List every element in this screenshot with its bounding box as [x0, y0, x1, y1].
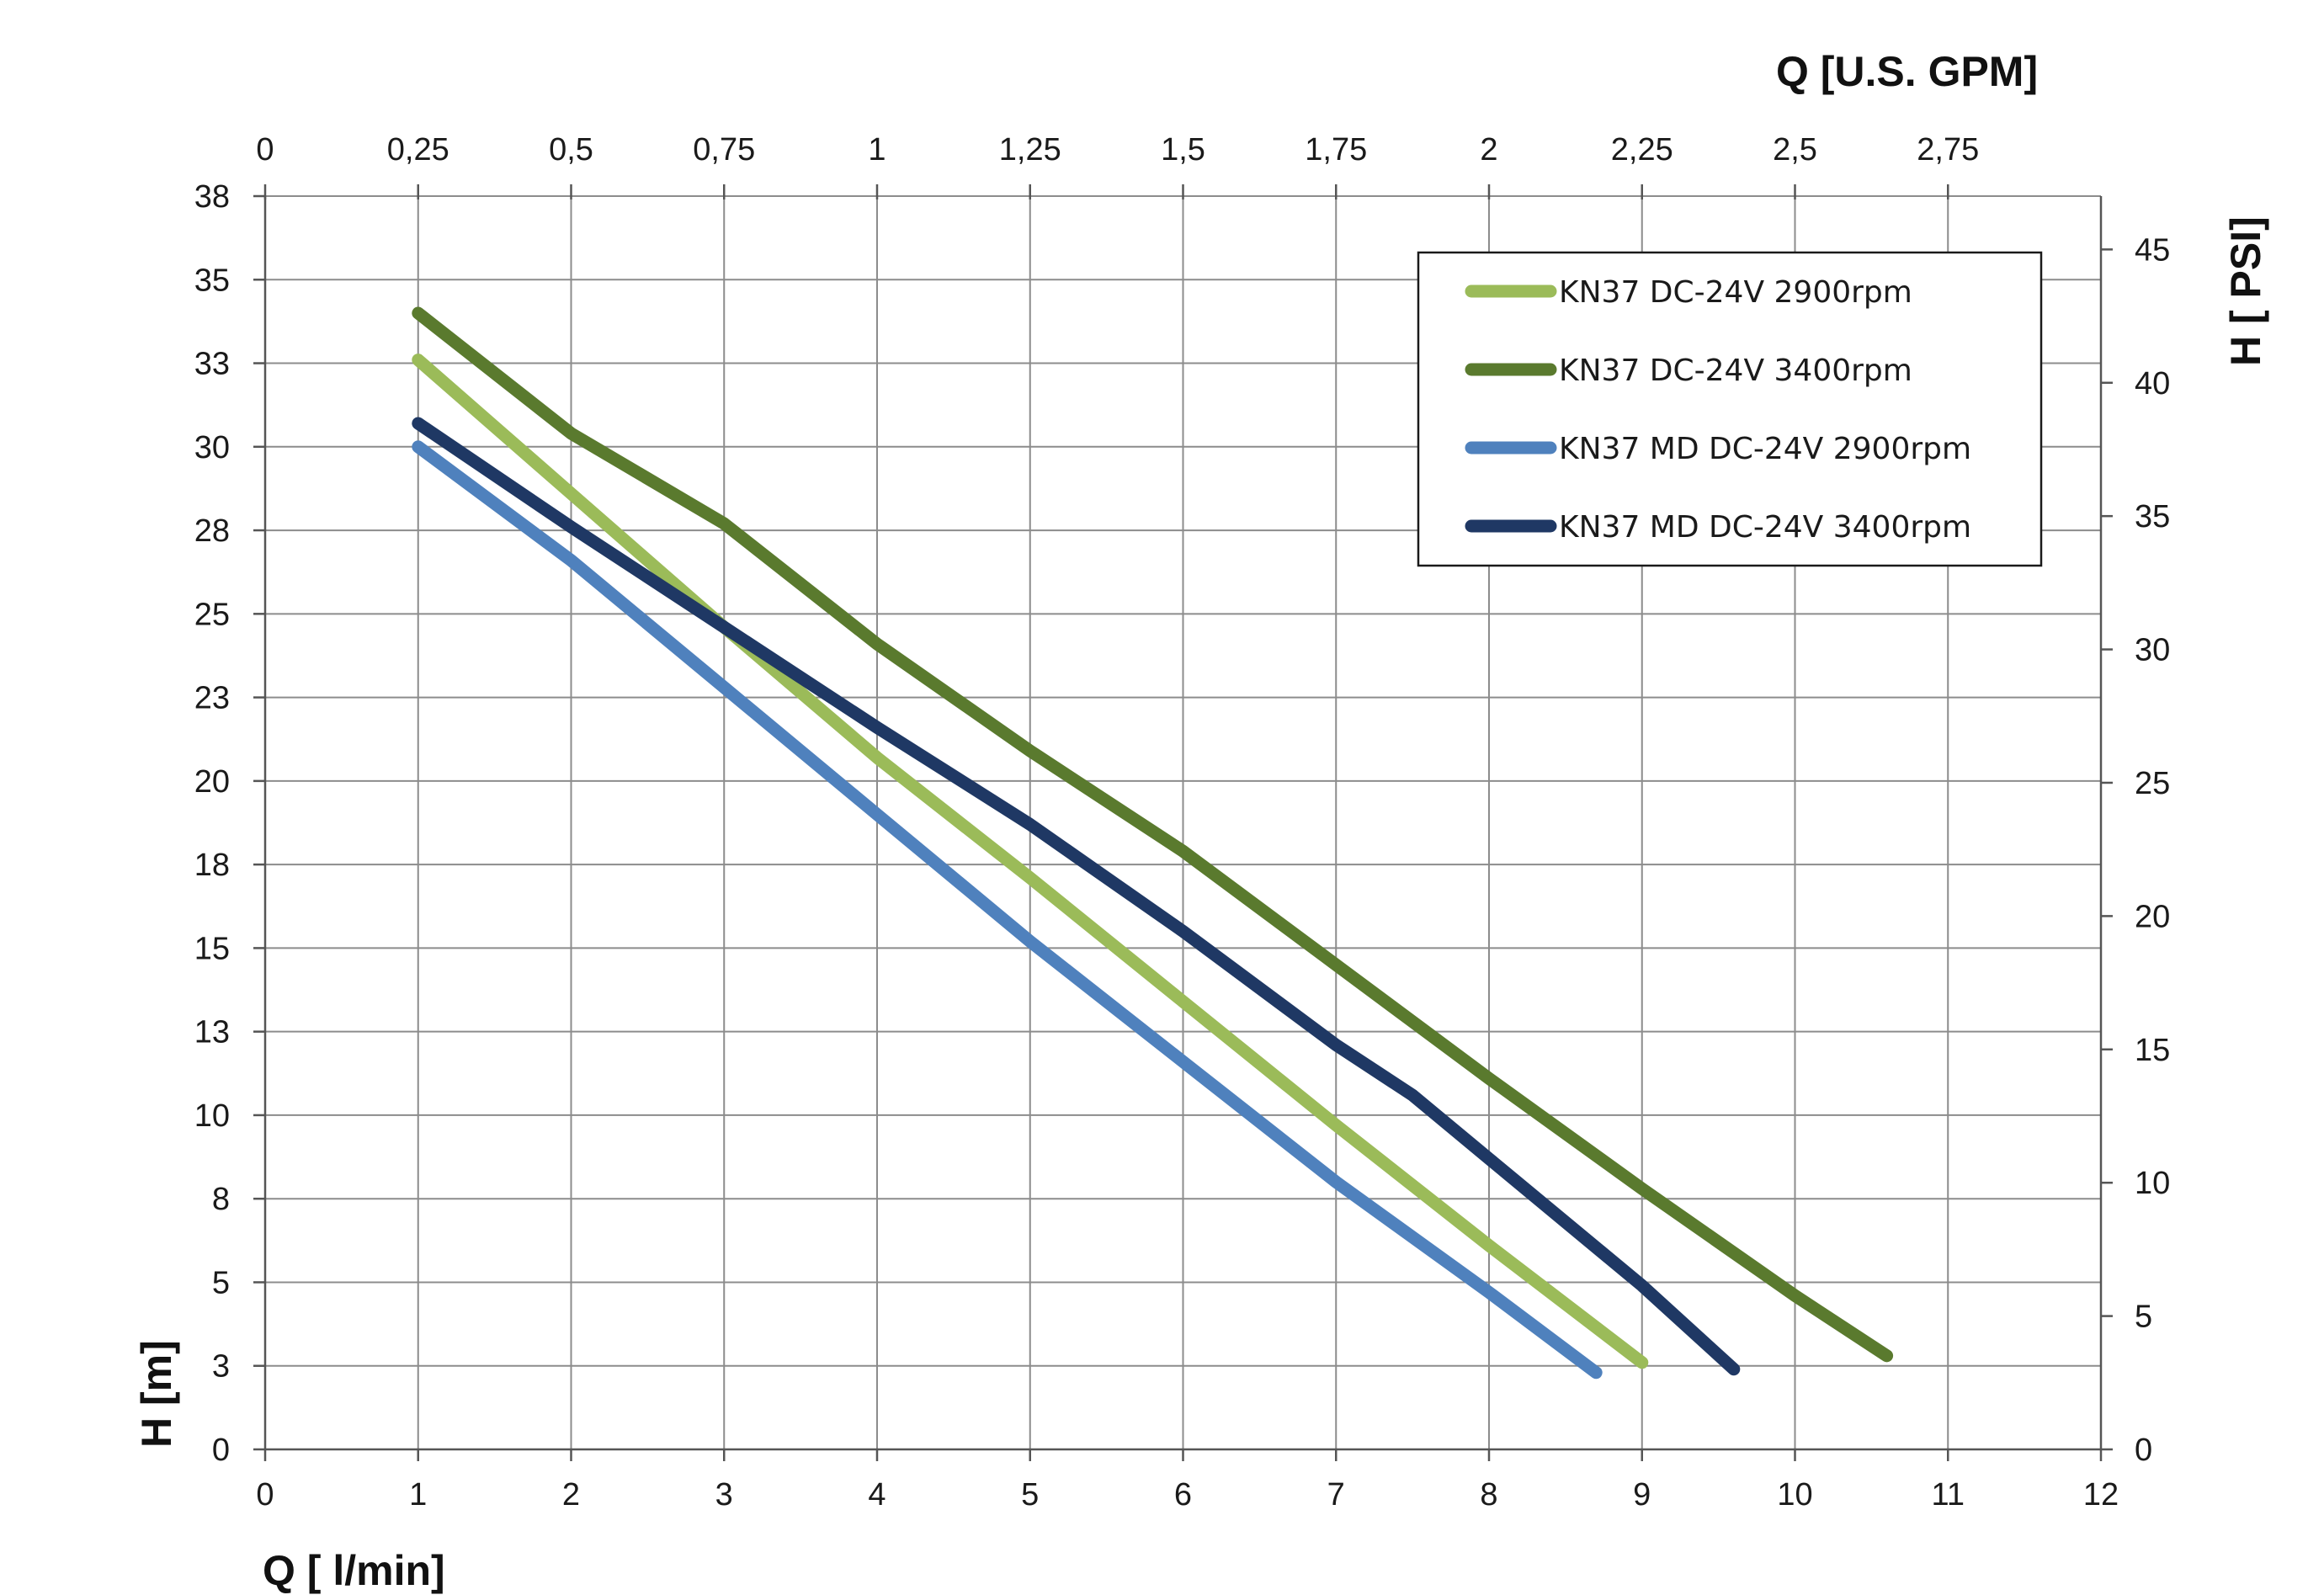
y-tick-label: 8: [212, 1182, 230, 1217]
y-tick-label: 0: [212, 1433, 230, 1468]
y-tick-label: 23: [194, 681, 230, 716]
y-tick-label: 28: [194, 513, 230, 549]
y2-tick-label: 10: [2135, 1166, 2170, 1201]
x2-tick-label: 2,75: [1917, 132, 1979, 167]
x-tick-label: 3: [715, 1477, 733, 1513]
y2-tick-label: 25: [2135, 766, 2170, 801]
x-tick-label: 6: [1174, 1477, 1192, 1513]
y2-tick-label: 5: [2135, 1300, 2152, 1335]
y-tick-label: 3: [212, 1349, 230, 1385]
y2-tick-label: 15: [2135, 1033, 2170, 1068]
y-tick-label: 20: [194, 764, 230, 800]
y2-axis-title: H [ PSI]: [2222, 216, 2269, 366]
y2-tick-label: 40: [2135, 366, 2170, 401]
y-axis-title: H [m]: [133, 1340, 180, 1448]
y-tick-label: 15: [194, 931, 230, 966]
series-line: [412, 440, 1603, 1380]
y-tick-label: 38: [194, 179, 230, 215]
x-tick-label: 0: [256, 1477, 274, 1513]
x2-tick-label: 1,25: [999, 132, 1061, 167]
x-axis-title: Q [ l/min]: [263, 1547, 445, 1594]
x2-tick-label: 1,75: [1305, 132, 1367, 167]
x2-tick-label: 2: [1480, 132, 1497, 167]
series-line: [412, 354, 1649, 1369]
x-tick-label: 12: [2083, 1477, 2119, 1513]
y2-tick-label: 30: [2135, 633, 2170, 668]
x-tick-label: 11: [1932, 1477, 1965, 1513]
x2-tick-label: 0,75: [693, 132, 755, 167]
y-tick-label: 18: [194, 848, 230, 883]
legend-entry-label: KN37 MD DC-24V 2900rpm: [1559, 432, 1971, 466]
tick-labels: 0 1 2 3 4 5 6 7 8 9 10 11 12035810131518202325283033…: [194, 132, 2171, 1513]
series-lines: [412, 306, 1894, 1380]
legend-entry-label: KN37 DC-24V 3400rpm: [1559, 354, 1912, 388]
y-tick-label: 5: [212, 1265, 230, 1300]
y-tick-label: 10: [194, 1098, 230, 1134]
y2-tick-label: 35: [2135, 499, 2170, 534]
legend: KN37 DC-24V 2900rpm KN37 DC-24V 3400rpm KN…: [1417, 251, 2043, 567]
x-tick-label: 1: [409, 1477, 427, 1513]
y-tick-label: 25: [194, 597, 230, 632]
x2-tick-label: 0,5: [549, 132, 593, 167]
x2-axis-title: Q [U.S. GPM]: [1776, 48, 2038, 95]
x-tick-label: 8: [1480, 1477, 1497, 1513]
y-tick-label: 13: [194, 1015, 230, 1050]
y-tick-label: 33: [194, 347, 230, 382]
x-tick-label: 10: [1777, 1477, 1812, 1513]
x2-tick-label: 0: [256, 132, 274, 167]
y2-tick-label: 20: [2135, 899, 2170, 934]
y2-tick-label: 45: [2135, 232, 2170, 268]
x2-tick-label: 0,25: [387, 132, 449, 167]
x2-tick-label: 1,5: [1161, 132, 1205, 167]
legend-entry-label: KN37 MD DC-24V 3400rpm: [1559, 510, 1971, 545]
x-tick-label: 4: [868, 1477, 885, 1513]
x-tick-label: 7: [1327, 1477, 1345, 1513]
x-tick-label: 9: [1633, 1477, 1651, 1513]
x2-tick-label: 2,25: [1611, 132, 1673, 167]
x-tick-label: 5: [1021, 1477, 1039, 1513]
y2-tick-label: 0: [2135, 1433, 2152, 1468]
legend-entry-label: KN37 DC-24V 2900rpm: [1559, 275, 1912, 310]
y-tick-label: 35: [194, 263, 230, 298]
x2-tick-label: 2,5: [1773, 132, 1817, 167]
legend-box: [1417, 251, 2043, 567]
x-tick-label: 2: [562, 1477, 580, 1513]
y-tick-label: 30: [194, 430, 230, 465]
series-line: [412, 417, 1741, 1376]
axes: [253, 184, 2113, 1461]
x2-tick-label: 1: [868, 132, 885, 167]
series-line: [412, 306, 1894, 1363]
